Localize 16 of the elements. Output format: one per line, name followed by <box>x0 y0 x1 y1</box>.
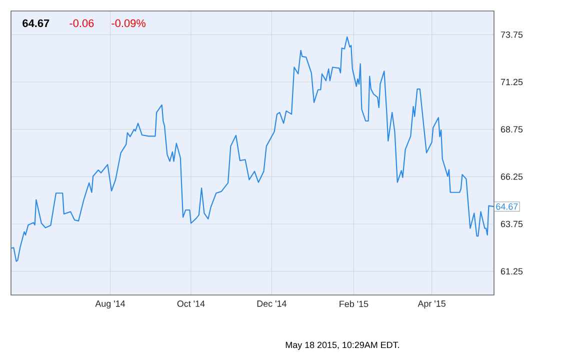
y-tick-label: 61.25 <box>500 268 523 275</box>
x-tick-label: Oct '14 <box>177 300 205 307</box>
x-tick-label: Dec '14 <box>257 300 286 307</box>
y-tick-label: 66.25 <box>500 173 523 180</box>
x-tick-label: Feb '15 <box>340 300 368 308</box>
annotation: 64.67 <box>496 203 518 210</box>
annotation: 64.67 <box>22 19 50 28</box>
y-tick-label: 71.25 <box>500 78 523 86</box>
x-tick-label: Aug '14 <box>95 300 126 309</box>
text: May 18 2015, 10:29AM EDT. <box>286 342 399 350</box>
annotation: -0.09% <box>112 19 146 28</box>
y-tick-label: 63.75 <box>500 220 523 228</box>
annotation: -0.06 <box>70 19 94 28</box>
x-tick-label: Apr '15 <box>418 300 446 309</box>
y-tick-label: 68.75 <box>500 126 523 133</box>
y-tick-label: 73.75 <box>500 31 523 38</box>
